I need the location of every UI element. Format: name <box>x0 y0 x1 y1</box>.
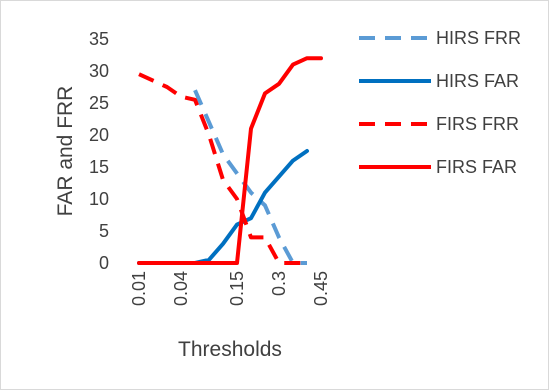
y-axis: 0 5 10 15 20 25 30 35 <box>89 29 109 273</box>
x-tick-label: 0.01 <box>129 271 149 306</box>
x-axis: 0.01 0.04 0.15 0.3 0.45 <box>129 271 331 306</box>
legend-label: HIRS FRR <box>436 28 521 48</box>
series-line-firs-far <box>137 56 323 265</box>
y-axis-title: FAR and FRR <box>54 86 77 217</box>
series-line-hirs-frr <box>193 89 307 265</box>
legend: HIRS FRR HIRS FAR FIRS FRR FIRS FAR <box>359 28 521 177</box>
y-tick-label: 0 <box>99 253 109 273</box>
y-tick-label: 5 <box>99 221 109 241</box>
y-tick-label: 35 <box>89 29 109 49</box>
y-tick-label: 10 <box>89 189 109 209</box>
y-tick-label: 30 <box>89 61 109 81</box>
legend-label: FIRS FAR <box>436 157 517 177</box>
x-tick-label: 0.45 <box>311 271 331 306</box>
y-tick-label: 15 <box>89 157 109 177</box>
x-tick-label: 0.3 <box>269 271 289 296</box>
legend-label: HIRS FAR <box>436 71 519 91</box>
plot-area <box>137 56 323 265</box>
x-axis-title: Thresholds <box>178 338 282 361</box>
legend-label: FIRS FRR <box>436 114 519 134</box>
x-tick-label: 0.15 <box>227 271 247 306</box>
series-line-firs-frr <box>138 72 307 265</box>
x-tick-label: 0.04 <box>171 271 191 306</box>
y-tick-label: 25 <box>89 93 109 113</box>
series-line-hirs-far <box>137 149 309 265</box>
y-tick-label: 20 <box>89 125 109 145</box>
